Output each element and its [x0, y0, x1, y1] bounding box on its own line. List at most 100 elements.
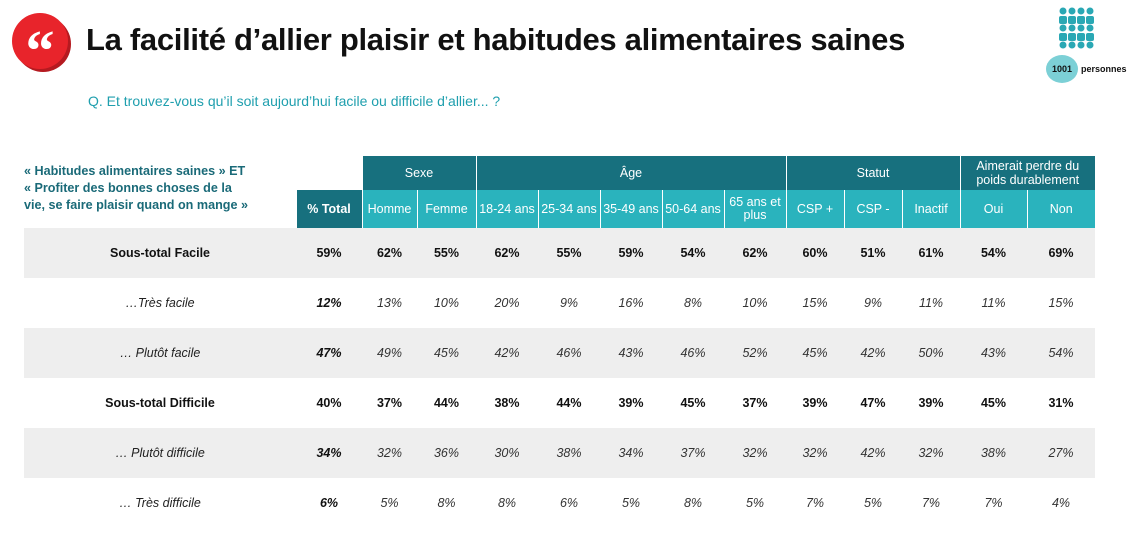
value-cell: 54%: [662, 228, 724, 278]
value-cell: 55%: [417, 228, 476, 278]
value-cell: 38%: [960, 428, 1027, 478]
column-header: 65 ans et plus: [723, 190, 786, 228]
table-row: Sous-total Facile 59% 62% 55% 62% 55% 59% 54% 62…: [24, 228, 1095, 278]
value-cell: 44%: [556, 396, 582, 410]
column-header: Femme: [416, 190, 476, 228]
total-cell: 40%: [316, 396, 342, 410]
value-cell: 5%: [380, 496, 399, 510]
question-text: Q. Et trouvez-vous qu’il soit aujourd’hu…: [88, 93, 501, 109]
total-cell: 6%: [319, 496, 339, 510]
row-label: Sous-total Facile: [24, 228, 296, 278]
people-icon: [1059, 7, 1094, 49]
value-cell: 62%: [362, 228, 417, 278]
value-cell: 54%: [960, 228, 1027, 278]
group-header-poids: Aimerait perdre du poids durablement: [959, 156, 1095, 190]
value-cell: 36%: [417, 428, 476, 478]
row-description-line: « Profiter des bonnes choses de la: [24, 181, 232, 195]
value-cell: 10%: [742, 296, 768, 310]
table-row: …Très facile 12% 13% 10% 20% 9% 16% 8% 10% 15% 9% 1…: [24, 278, 1095, 328]
group-header-sexe: Sexe: [361, 156, 476, 190]
value-cell: 37%: [376, 396, 403, 410]
value-cell: 7%: [805, 496, 825, 510]
value-cell: 8%: [437, 496, 456, 510]
results-table: Sexe Âge Statut Aimerait perdre du poids…: [24, 156, 1095, 528]
value-cell: 15%: [1048, 296, 1074, 310]
value-cell: 9%: [559, 296, 579, 310]
value-cell: 59%: [600, 228, 662, 278]
value-cell: 45%: [980, 396, 1007, 410]
value-cell: 55%: [538, 228, 600, 278]
quote-icon: “: [12, 13, 68, 83]
value-cell: 20%: [494, 296, 520, 310]
value-cell: 5%: [863, 496, 883, 510]
value-cell: 44%: [433, 396, 460, 410]
group-header-statut: Statut: [785, 156, 960, 190]
table-row: … Très difficile 6% 5% 8% 8% 6% 5% 8% 5% 7% 5% 7% 7%…: [24, 478, 1095, 528]
value-cell: 62%: [476, 228, 538, 278]
column-header: 25-34 ans: [537, 190, 600, 228]
value-cell: 32%: [786, 428, 844, 478]
row-label: …Très facile: [125, 296, 195, 310]
column-header: Homme: [361, 190, 417, 228]
column-header: Non: [1026, 190, 1095, 228]
value-cell: 43%: [960, 328, 1027, 378]
column-header: Inactif: [901, 190, 960, 228]
value-cell: 39%: [802, 396, 828, 410]
column-header: 35-49 ans: [599, 190, 662, 228]
total-cell: 59%: [296, 228, 362, 278]
value-cell: 11%: [918, 296, 944, 310]
value-cell: 38%: [494, 396, 520, 410]
column-header: CSP +: [785, 190, 844, 228]
value-cell: 5%: [745, 496, 765, 510]
value-cell: 52%: [724, 328, 786, 378]
value-cell: 45%: [680, 396, 706, 410]
value-cell: 8%: [683, 296, 703, 310]
total-cell: 34%: [296, 428, 362, 478]
value-cell: 45%: [417, 328, 476, 378]
column-header: 50-64 ans: [661, 190, 724, 228]
row-label: Sous-total Difficile: [105, 396, 215, 410]
value-cell: 50%: [902, 328, 960, 378]
row-label: … Très difficile: [119, 496, 201, 510]
value-cell: 61%: [902, 228, 960, 278]
value-cell: 42%: [844, 428, 902, 478]
sample-size-badge: 1001: [1046, 55, 1078, 83]
value-cell: 39%: [618, 396, 644, 410]
value-cell: 54%: [1027, 328, 1095, 378]
table-row: … Plutôt facile 47% 49% 45% 42% 46% 43% 46% 52% 4…: [24, 328, 1095, 378]
value-cell: 47%: [860, 396, 886, 410]
column-header-total: % Total: [295, 190, 362, 228]
row-description-line: « Habitudes alimentaires saines » ET: [24, 164, 246, 178]
value-cell: 51%: [844, 228, 902, 278]
value-cell: 62%: [724, 228, 786, 278]
value-cell: 37%: [742, 396, 768, 410]
value-cell: 45%: [786, 328, 844, 378]
header-spacer: [24, 156, 296, 190]
value-cell: 30%: [476, 428, 538, 478]
column-header: 18-24 ans: [475, 190, 538, 228]
value-cell: 32%: [362, 428, 417, 478]
value-cell: 43%: [600, 328, 662, 378]
value-cell: 32%: [902, 428, 960, 478]
value-cell: 42%: [844, 328, 902, 378]
value-cell: 15%: [802, 296, 828, 310]
value-cell: 8%: [683, 496, 703, 510]
value-cell: 4%: [1051, 496, 1071, 510]
total-cell: 47%: [296, 328, 362, 378]
value-cell: 27%: [1027, 428, 1095, 478]
group-header-age: Âge: [475, 156, 786, 190]
sample-size-label: personnes: [1081, 64, 1127, 74]
column-header: Oui: [959, 190, 1027, 228]
value-cell: 42%: [476, 328, 538, 378]
row-label: … Plutôt difficile: [24, 428, 296, 478]
header-spacer: [24, 190, 296, 228]
table-row: … Plutôt difficile 34% 32% 36% 30% 38% 34% 37% 3…: [24, 428, 1095, 478]
value-cell: 16%: [618, 296, 644, 310]
value-cell: 11%: [981, 296, 1006, 310]
value-cell: 31%: [1048, 396, 1074, 410]
table-row: Sous-total Difficile 40% 37% 44% 38% 44% 39% 45…: [24, 378, 1095, 428]
row-label: … Plutôt facile: [24, 328, 296, 378]
value-cell: 13%: [376, 296, 403, 310]
value-cell: 32%: [724, 428, 786, 478]
value-cell: 6%: [559, 496, 579, 510]
